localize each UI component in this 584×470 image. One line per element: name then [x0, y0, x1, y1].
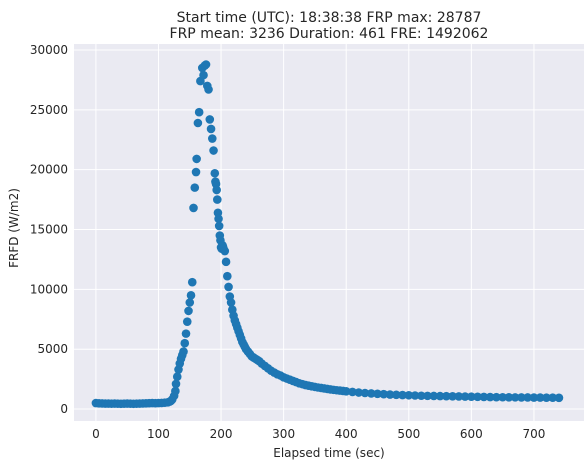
- plot-background: [74, 44, 584, 421]
- scatter-point: [398, 390, 407, 400]
- x-axis-label: Elapsed time (sec): [273, 446, 385, 460]
- x-tick-label: 0: [92, 427, 100, 441]
- scatter-point: [221, 257, 231, 267]
- scatter-point: [191, 167, 201, 177]
- x-tick-label: 500: [397, 427, 420, 441]
- scatter-points: [91, 60, 564, 409]
- scatter-point: [410, 391, 420, 400]
- scatter-point: [523, 393, 532, 402]
- scatter-point: [498, 392, 507, 402]
- x-tick-label: 600: [460, 427, 483, 441]
- y-axis-label: FRFD (W/m2): [7, 188, 21, 268]
- y-gridlines: [74, 49, 584, 410]
- scatter-point: [385, 390, 395, 399]
- y-tick-label: 30000: [30, 43, 68, 57]
- scatter-point: [190, 183, 200, 192]
- scatter-point: [179, 347, 188, 356]
- y-tick-label: 10000: [30, 282, 68, 296]
- x-tick-label: 300: [272, 427, 295, 441]
- scatter-point: [213, 195, 222, 204]
- scatter-point: [348, 387, 357, 397]
- scatter-point: [226, 298, 236, 307]
- scatter-point: [214, 214, 223, 224]
- y-tick-label: 25000: [30, 103, 68, 117]
- scatter-point: [212, 185, 221, 195]
- x-gridlines: [95, 44, 535, 421]
- scatter-point: [435, 391, 445, 401]
- scatter-point: [207, 134, 217, 143]
- scatter-point: [220, 246, 230, 256]
- scatter-point: [535, 393, 545, 402]
- scatter-point: [192, 154, 201, 164]
- x-tick-label: 100: [147, 427, 170, 441]
- scatter-point: [354, 388, 364, 397]
- scatter-point: [204, 85, 213, 94]
- scatter-point: [201, 60, 211, 69]
- scatter-point: [172, 372, 182, 382]
- scatter-point: [492, 392, 501, 402]
- scatter-point: [193, 118, 203, 128]
- scatter-point: [454, 392, 464, 401]
- chart-title-line1: Start time (UTC): 18:38:38 FRP max: 2878…: [176, 10, 482, 26]
- scatter-point: [194, 107, 204, 117]
- scatter-point: [479, 392, 489, 402]
- scatter-point: [186, 291, 196, 300]
- scatter-point: [366, 389, 376, 398]
- scatter-point: [510, 393, 520, 402]
- scatter-point: [517, 393, 526, 402]
- scatter-point: [379, 389, 389, 399]
- y-tick-label: 15000: [30, 223, 68, 237]
- scatter-point: [341, 387, 351, 396]
- scatter-point: [224, 282, 233, 292]
- scatter-point: [182, 317, 192, 326]
- scatter-point: [171, 386, 180, 396]
- scatter-point: [205, 115, 215, 124]
- scatter-point: [554, 393, 564, 403]
- y-tick-label: 0: [60, 402, 68, 416]
- scatter-point: [448, 392, 457, 401]
- scatter-point: [404, 390, 414, 400]
- scatter-point: [429, 391, 439, 401]
- scatter-point: [529, 393, 539, 402]
- scatter-point: [460, 392, 470, 401]
- scatter-point: [206, 124, 216, 134]
- scatter-point: [417, 391, 426, 401]
- scatter-point: [223, 271, 232, 281]
- scatter-point: [209, 146, 218, 155]
- scatter-point: [391, 390, 401, 400]
- scatter-point: [185, 298, 195, 307]
- y-tick-labels: 0 5000 10000 15000 20000 25000 30000: [30, 43, 68, 416]
- chart-title-line2: FRP mean: 3236 Duration: 461 FRE: 149206…: [169, 26, 489, 42]
- x-tick-labels: 0 100 200 300 400 500 600 700: [92, 427, 545, 441]
- scatter-point: [485, 392, 495, 402]
- scatter-point: [360, 388, 370, 398]
- x-tick-label: 400: [335, 427, 358, 441]
- scatter-point: [199, 70, 208, 80]
- scatter-point: [542, 393, 551, 402]
- scatter-point: [548, 393, 558, 403]
- scatter-point: [473, 392, 482, 402]
- scatter-point: [373, 389, 382, 399]
- scatter-point: [210, 168, 220, 178]
- scatter-point: [214, 221, 224, 231]
- scatter-point: [442, 391, 451, 401]
- scatter-point: [423, 391, 432, 401]
- scatter-point: [180, 338, 190, 348]
- y-tick-label: 20000: [30, 163, 68, 177]
- scatter-point: [187, 277, 197, 287]
- scatter-point: [171, 379, 181, 389]
- scatter-point: [467, 392, 476, 402]
- x-tick-label: 200: [210, 427, 233, 441]
- scatter-point: [189, 203, 198, 213]
- scatter-point: [184, 306, 193, 316]
- scatter-point: [504, 393, 514, 402]
- y-tick-label: 5000: [37, 342, 68, 356]
- x-tick-label: 700: [522, 427, 545, 441]
- scatter-point: [181, 329, 191, 338]
